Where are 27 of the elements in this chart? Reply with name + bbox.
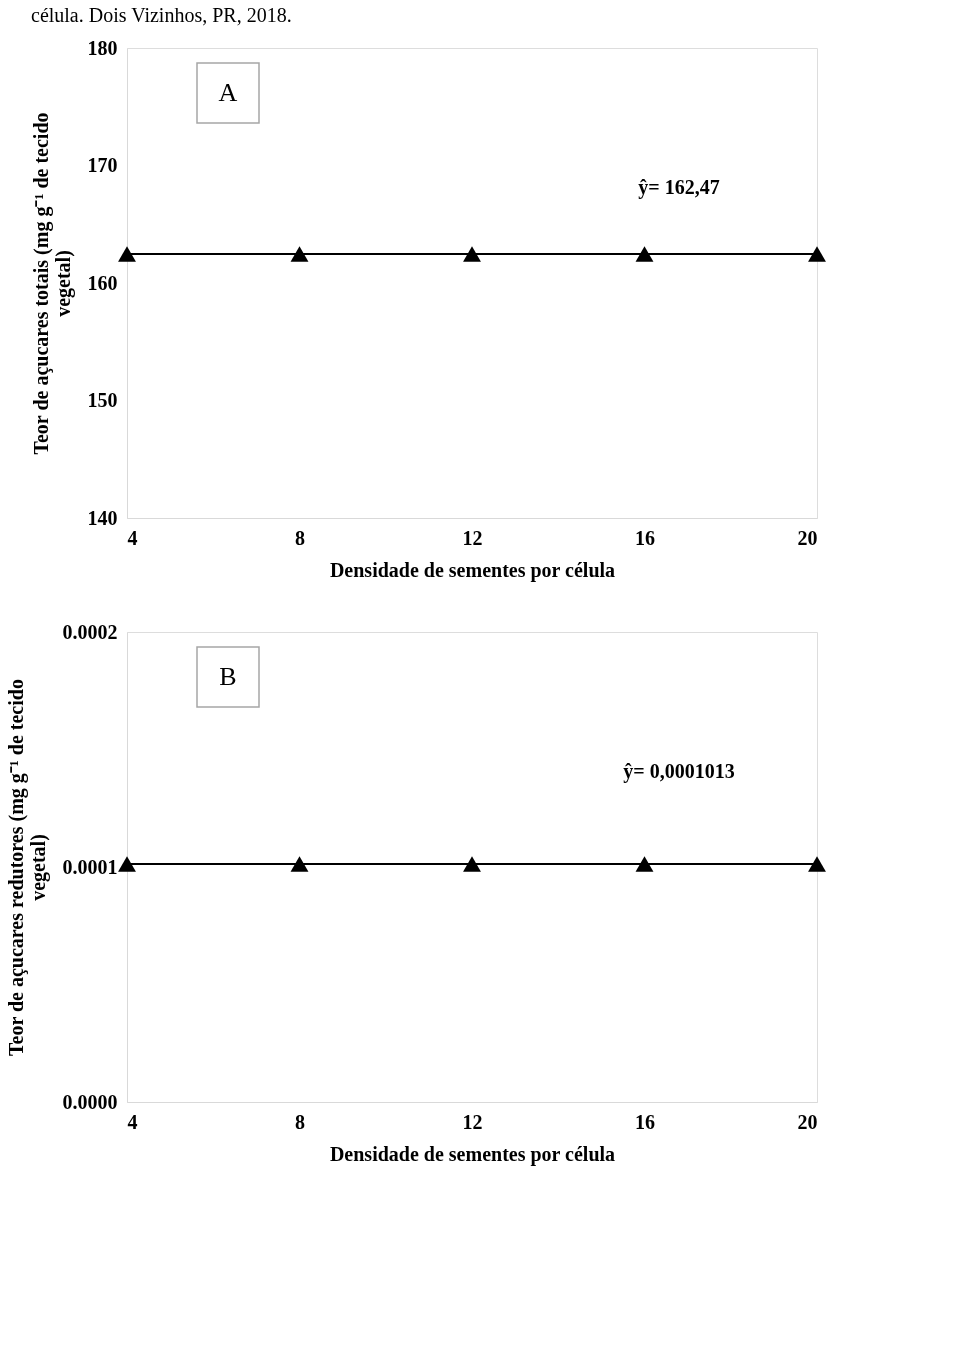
x-tick-label: 12: [462, 526, 483, 549]
x-tick-label: 8: [295, 1110, 305, 1133]
annotation: B: [219, 662, 237, 691]
chart-title: célula. Dois Vizinhos, PR, 2018.: [31, 4, 292, 26]
y-tick-label: 170: [87, 154, 118, 176]
y-tick-label: 150: [87, 389, 118, 411]
annotation: A: [218, 78, 238, 107]
y-tick-label: 0.0001: [62, 855, 118, 878]
y-tick-label: 180: [87, 36, 118, 59]
y-axis-title: Teor de açucares totais (mg g⁻¹ de tecido vegetal): [29, 112, 75, 455]
x-tick-label: 20: [797, 526, 818, 549]
annotation: ŷ= 0,0001013: [623, 760, 735, 784]
x-tick-label: 12: [462, 1110, 483, 1133]
x-tick-label: 4: [127, 1110, 138, 1133]
y-axis-title: Teor de açucares redutores (mg g⁻¹ de tecido vegetal): [4, 679, 50, 1056]
x-tick-label: 20: [797, 1110, 818, 1133]
x-axis-title: Densidade de sementes por célula: [329, 558, 616, 582]
y-tick-label: 0.0000: [62, 1090, 118, 1113]
annotation: ŷ= 162,47: [638, 176, 720, 200]
y-tick-label: 0.0002: [62, 620, 118, 643]
x-tick-label: 4: [127, 526, 138, 549]
x-tick-label: 16: [635, 1110, 655, 1133]
y-tick-label: 160: [87, 271, 118, 294]
x-axis-title: Densidade de sementes por célula: [329, 1142, 616, 1166]
x-tick-label: 8: [295, 526, 305, 549]
x-tick-label: 16: [635, 526, 655, 549]
y-tick-label: 140: [87, 506, 118, 529]
